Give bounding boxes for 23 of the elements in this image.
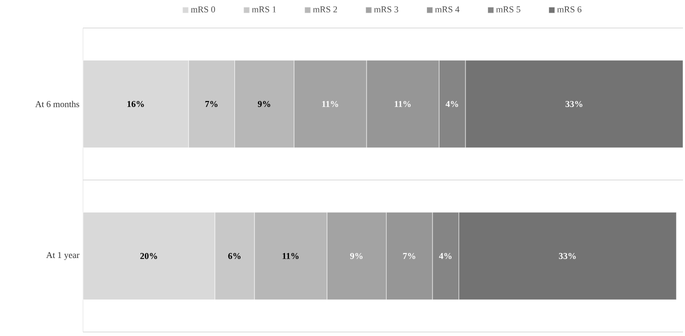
y-tick-label: At 6 months (35, 100, 80, 108)
data-label: 11% (322, 100, 338, 108)
legend-label: mRS 5 (496, 6, 520, 12)
data-label: 9% (258, 100, 270, 108)
data-label: 6% (228, 252, 241, 260)
data-label: 33% (566, 100, 582, 108)
legend-label: mRS 6 (557, 6, 582, 12)
data-label: 4% (446, 100, 458, 108)
legend-label: mRS 2 (313, 6, 337, 12)
legend-label: mRS 4 (435, 6, 460, 12)
data-label: 11% (394, 100, 411, 108)
legend-label: mRS 0 (190, 6, 216, 12)
data-label: 9% (350, 252, 363, 260)
y-tick-label: At 1 year (46, 252, 80, 260)
data-label: 33% (559, 252, 576, 260)
data-label: 20% (140, 252, 158, 260)
legend-label: mRS 1 (252, 6, 276, 12)
data-label: 4% (439, 252, 452, 260)
data-label: 16% (128, 100, 144, 108)
legend-label: mRS 3 (374, 6, 398, 12)
data-label: 7% (205, 100, 218, 108)
data-label: 11% (282, 252, 299, 260)
data-label: 7% (403, 252, 416, 260)
